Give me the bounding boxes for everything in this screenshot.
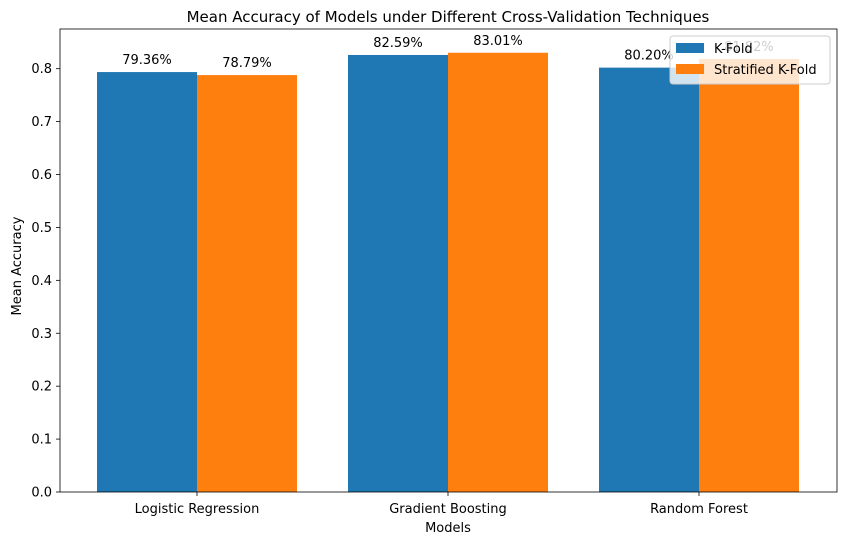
- x-axis-label: Models: [425, 521, 471, 536]
- x-tick-label: Gradient Boosting: [389, 502, 507, 517]
- data-label: 79.36%: [122, 53, 172, 68]
- y-tick-label: 0.8: [31, 62, 52, 77]
- legend-box: [669, 35, 831, 85]
- legend-entry: Stratified K-Fold: [714, 63, 817, 78]
- legend: K-Fold Stratified K-Fold: [669, 35, 831, 85]
- y-tick-label: 0.1: [31, 433, 52, 448]
- y-tick-label: 0.4: [31, 274, 52, 289]
- data-label: 82.59%: [373, 36, 423, 51]
- bar-stratified-kfold-0: [197, 75, 297, 492]
- y-tick-label: 0.2: [31, 380, 52, 395]
- y-tick-label: 0.5: [31, 221, 52, 236]
- data-label: 80.20%: [624, 49, 674, 64]
- bar-stratified-kfold-1: [448, 52, 548, 492]
- data-label: 78.79%: [222, 56, 272, 71]
- plot-area: 79.36%82.59%80.20%78.79%83.01%81.82%0.00…: [31, 28, 838, 517]
- bar-stratified-kfold-2: [699, 59, 799, 493]
- bar-kfold-2: [599, 67, 699, 492]
- legend-entry: K-Fold: [714, 42, 753, 57]
- x-tick-label: Random Forest: [650, 502, 748, 517]
- chart-title: Mean Accuracy of Models under Different …: [187, 8, 710, 26]
- y-tick-label: 0.0: [31, 486, 52, 501]
- bar-kfold-1: [348, 54, 448, 492]
- bar-kfold-0: [97, 72, 197, 492]
- data-label: 83.01%: [473, 34, 523, 49]
- y-axis-label: Mean Accuracy: [10, 216, 25, 315]
- axes-frame: [59, 28, 838, 493]
- y-tick-label: 0.7: [31, 115, 52, 130]
- x-tick-label: Logistic Regression: [135, 502, 260, 517]
- legend-swatch: [676, 64, 704, 74]
- legend-swatch: [676, 43, 704, 53]
- y-tick-label: 0.6: [31, 168, 52, 183]
- y-tick-label: 0.3: [31, 327, 52, 342]
